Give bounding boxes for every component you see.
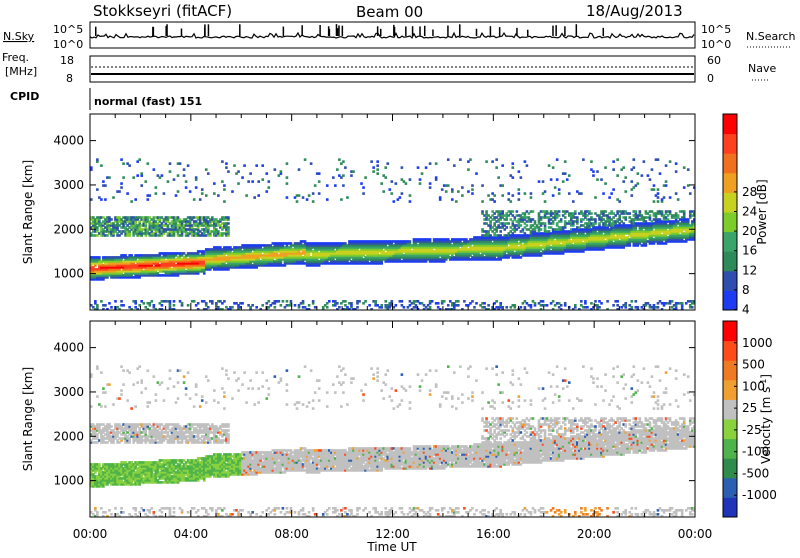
x-axis-label: Time UT (366, 540, 417, 554)
power-y-tick-label: 1000 (53, 267, 84, 281)
power-y-axis-label: Slant Range [km] (21, 160, 35, 264)
noise-right-label: N.Search (746, 30, 796, 43)
power-y-tick-label: 4000 (53, 134, 84, 148)
noise-trace (90, 24, 694, 38)
freq-label-line1: Freq. (2, 51, 29, 64)
colorbar-segment (723, 439, 737, 459)
colorbar-segment (723, 399, 737, 419)
vel-cbar-tick-label: -1000 (742, 488, 777, 502)
vel-cbar-tick-label: 25 (742, 401, 757, 415)
x-tick-label: 12:00 (375, 527, 410, 541)
colorbar-segment (723, 341, 737, 361)
colorbar-segment (723, 290, 737, 310)
x-tick-label: 20:00 (577, 527, 612, 541)
noise-right-tick-top: 10^5 (701, 23, 731, 36)
power-cbar-tick-label: 4 (742, 303, 750, 317)
colorbar-segment (723, 321, 737, 341)
station-title: Stokkseyri (fitACF) (93, 2, 232, 20)
cpid-value: normal (fast) 151 (94, 95, 202, 108)
noise-left-label: N.Sky (3, 30, 35, 43)
noise-left-tick-bottom: 10^0 (53, 38, 83, 51)
velocity-panel: 1000 2000 3000 4000 Slant Range [km] (21, 321, 698, 518)
colorbar-segment (723, 212, 737, 232)
nave-tick-top: 60 (707, 54, 721, 67)
power-y-tick-label: 3000 (53, 178, 84, 192)
velocity-y-axis-label: Slant Range [km] (21, 367, 35, 471)
power-panel: 1000 2000 3000 4000 Slant Range [km] (21, 114, 698, 311)
colorbar-segment (723, 173, 737, 193)
x-tick-label: 08:00 (274, 527, 309, 541)
vel-y-tick-label: 4000 (53, 341, 84, 355)
noise-right-tick-bottom: 10^0 (701, 38, 731, 51)
freq-label-line2: [MHz] (5, 65, 37, 78)
vel-cbar-tick-label: -500 (742, 466, 769, 480)
freq-tick-top: 18 (60, 54, 74, 67)
noise-panel: N.Sky 10^5 10^0 10^5 10^0 N.Search (3, 22, 796, 51)
nave-label: Nave (748, 62, 776, 75)
power-cbar-tick-label: 16 (742, 244, 757, 258)
power-colorbar-label: Power [dB] (755, 179, 769, 244)
colorbar-segment (723, 419, 737, 439)
vel-y-tick-label: 1000 (53, 474, 84, 488)
colorbar-segment (723, 114, 737, 134)
colorbar-segment (723, 380, 737, 400)
freq-tick-bottom: 8 (66, 72, 73, 85)
date-title: 18/Aug/2013 (586, 2, 683, 20)
power-cbar-tick-label: 8 (742, 283, 750, 297)
x-tick-label: 16:00 (476, 527, 511, 541)
freq-panel: Freq. [MHz] 18 8 60 0 Nave (2, 51, 776, 85)
nave-tick-bottom: 0 (707, 72, 714, 85)
power-y-tick-label: 2000 (53, 222, 84, 236)
colorbar-segment (723, 153, 737, 173)
colorbar-segment (723, 251, 737, 271)
vel-cbar-tick-label: 500 (742, 358, 765, 372)
colorbar-segment (723, 360, 737, 380)
vel-cbar-tick-label: 1000 (742, 336, 773, 350)
colorbar-segment (723, 271, 737, 291)
x-tick-label: 04:00 (174, 527, 209, 541)
x-tick-label: 00:00 (73, 527, 108, 541)
vel-y-tick-label: 3000 (53, 385, 84, 399)
power-cbar-tick-label: 12 (742, 263, 757, 277)
colorbar-segment (723, 497, 737, 517)
colorbar-segment (723, 458, 737, 478)
colorbar-segment (723, 192, 737, 212)
velocity-colorbar-label: Velocity [m s-1] (759, 374, 774, 464)
noise-left-tick-top: 10^5 (53, 23, 83, 36)
colorbar-segment (723, 134, 737, 154)
x-tick-label: 00:00 (678, 527, 713, 541)
cpid-label: CPID (10, 90, 39, 103)
colorbar-segment (723, 232, 737, 252)
vel-y-tick-label: 2000 (53, 429, 84, 443)
beam-title: Beam 00 (356, 3, 423, 21)
